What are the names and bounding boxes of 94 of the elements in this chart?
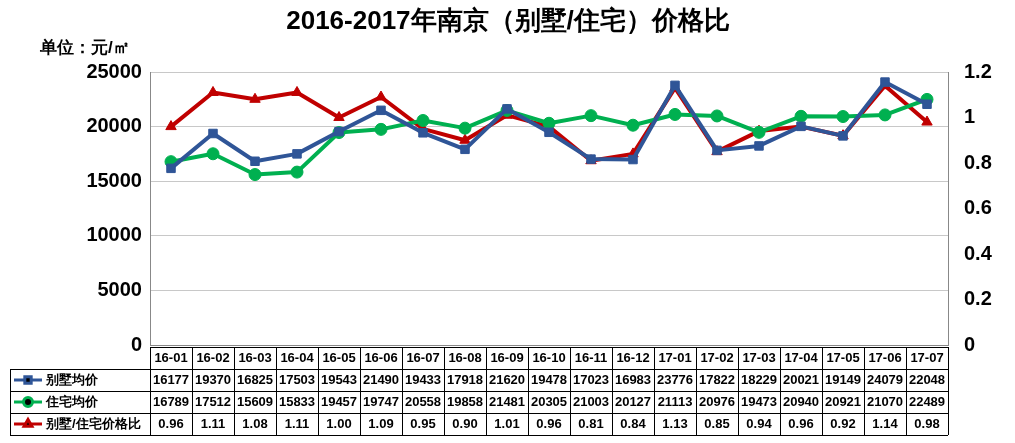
legend-label: 住宅均价 bbox=[45, 393, 99, 409]
y-tick-label: 10000 bbox=[86, 223, 142, 246]
x-tick-label: 16-06 bbox=[364, 349, 398, 365]
x-tick-label: 16-02 bbox=[196, 349, 230, 365]
x-tick-label: 16-04 bbox=[280, 349, 315, 365]
data-label: 21070 bbox=[866, 393, 904, 409]
x-tick-label: 17-06 bbox=[868, 349, 902, 365]
legend-label: 别墅/住宅价格比 bbox=[45, 415, 141, 431]
data-label: 0.85 bbox=[704, 415, 730, 431]
data-label: 1.14 bbox=[872, 415, 899, 431]
data-label: 19747 bbox=[362, 393, 400, 409]
data-label: 19149 bbox=[824, 371, 862, 387]
y-tick-label: 15000 bbox=[86, 168, 142, 191]
x-tick-label: 16-12 bbox=[616, 349, 650, 365]
data-label: 19858 bbox=[446, 393, 484, 409]
x-tick-label: 17-02 bbox=[700, 349, 734, 365]
x-tick-label: 16-11 bbox=[574, 349, 608, 365]
x-tick-label: 16-09 bbox=[490, 349, 524, 365]
data-label: 22048 bbox=[908, 371, 946, 387]
chart-title: 2016-2017年南京（别墅/住宅）价格比 bbox=[286, 5, 730, 36]
y2-tick-label: 0 bbox=[964, 332, 976, 355]
x-tick-label: 17-03 bbox=[742, 349, 776, 365]
data-label: 0.96 bbox=[158, 415, 184, 431]
data-label: 19370 bbox=[194, 371, 232, 387]
data-label: 1.08 bbox=[242, 415, 268, 431]
data-label: 21113 bbox=[657, 393, 693, 409]
data-label: 21620 bbox=[488, 371, 526, 387]
data-label: 20127 bbox=[614, 393, 652, 409]
data-label: 21490 bbox=[362, 371, 400, 387]
data-label: 1.00 bbox=[326, 415, 352, 431]
data-label: 24079 bbox=[866, 371, 904, 387]
x-tick-label: 16-01 bbox=[154, 349, 188, 365]
data-label: 1.11 bbox=[200, 415, 226, 431]
data-label: 20558 bbox=[404, 393, 442, 409]
data-label: 18229 bbox=[740, 371, 778, 387]
data-label: 16825 bbox=[236, 371, 274, 387]
data-label: 0.90 bbox=[452, 415, 478, 431]
data-label: 20940 bbox=[782, 393, 820, 409]
x-tick-label: 16-03 bbox=[238, 349, 272, 365]
data-label: 1.09 bbox=[368, 415, 394, 431]
y2-tick-label: 0.2 bbox=[964, 287, 992, 310]
data-label: 1.01 bbox=[494, 415, 520, 431]
data-label: 0.92 bbox=[830, 415, 856, 431]
y-axis-title: 单位：元/㎡ bbox=[39, 37, 130, 57]
data-label: 17503 bbox=[278, 371, 316, 387]
x-tick-label: 17-04 bbox=[784, 349, 819, 365]
data-label: 17023 bbox=[572, 371, 610, 387]
y2-tick-label: 1 bbox=[964, 105, 976, 128]
x-tick-label: 16-08 bbox=[448, 349, 482, 365]
data-label: 20976 bbox=[698, 393, 736, 409]
data-label: 20305 bbox=[530, 393, 568, 409]
y-tick-label: 0 bbox=[130, 332, 142, 355]
y-tick-label: 5000 bbox=[97, 277, 142, 300]
x-tick-label: 16-05 bbox=[322, 349, 356, 365]
legend-label: 别墅均价 bbox=[45, 371, 99, 387]
data-label: 22489 bbox=[908, 393, 946, 409]
data-label: 23776 bbox=[656, 371, 694, 387]
data-label: 19473 bbox=[740, 393, 778, 409]
data-label: 17512 bbox=[194, 393, 232, 409]
data-label: 20921 bbox=[824, 393, 862, 409]
x-tick-label: 17-05 bbox=[826, 349, 860, 365]
y2-tick-label: 0.6 bbox=[964, 196, 992, 219]
y2-tick-label: 0.4 bbox=[964, 241, 993, 264]
y-tick-label: 25000 bbox=[86, 59, 142, 82]
y-tick-label: 20000 bbox=[86, 114, 142, 137]
data-label: 0.84 bbox=[620, 415, 647, 431]
data-label: 1.13 bbox=[662, 415, 688, 431]
y2-tick-label: 1.2 bbox=[964, 59, 992, 82]
data-label: 21003 bbox=[572, 393, 610, 409]
data-label: 0.96 bbox=[788, 415, 814, 431]
data-label: 16983 bbox=[614, 371, 652, 387]
data-label: 0.94 bbox=[746, 415, 773, 431]
data-label: 15609 bbox=[236, 393, 274, 409]
data-label: 19543 bbox=[320, 371, 358, 387]
x-tick-label: 16-07 bbox=[406, 349, 440, 365]
data-label: 19478 bbox=[530, 371, 568, 387]
x-tick-label: 17-01 bbox=[658, 349, 692, 365]
data-label: 19433 bbox=[404, 371, 442, 387]
data-label: 0.95 bbox=[410, 415, 436, 431]
data-label: 0.81 bbox=[578, 415, 604, 431]
data-label: 16789 bbox=[152, 393, 190, 409]
data-label: 17918 bbox=[446, 371, 484, 387]
data-label: 20021 bbox=[782, 371, 820, 387]
data-label: 1.11 bbox=[284, 415, 310, 431]
data-label: 15833 bbox=[278, 393, 316, 409]
x-tick-label: 17-07 bbox=[910, 349, 944, 365]
data-label: 0.98 bbox=[914, 415, 940, 431]
data-label: 0.96 bbox=[536, 415, 562, 431]
data-label: 17822 bbox=[698, 371, 736, 387]
data-label: 21481 bbox=[488, 393, 526, 409]
data-label: 19457 bbox=[320, 393, 358, 409]
y2-tick-label: 0.8 bbox=[964, 150, 992, 173]
data-label: 16177 bbox=[152, 371, 190, 387]
x-tick-label: 16-10 bbox=[532, 349, 566, 365]
